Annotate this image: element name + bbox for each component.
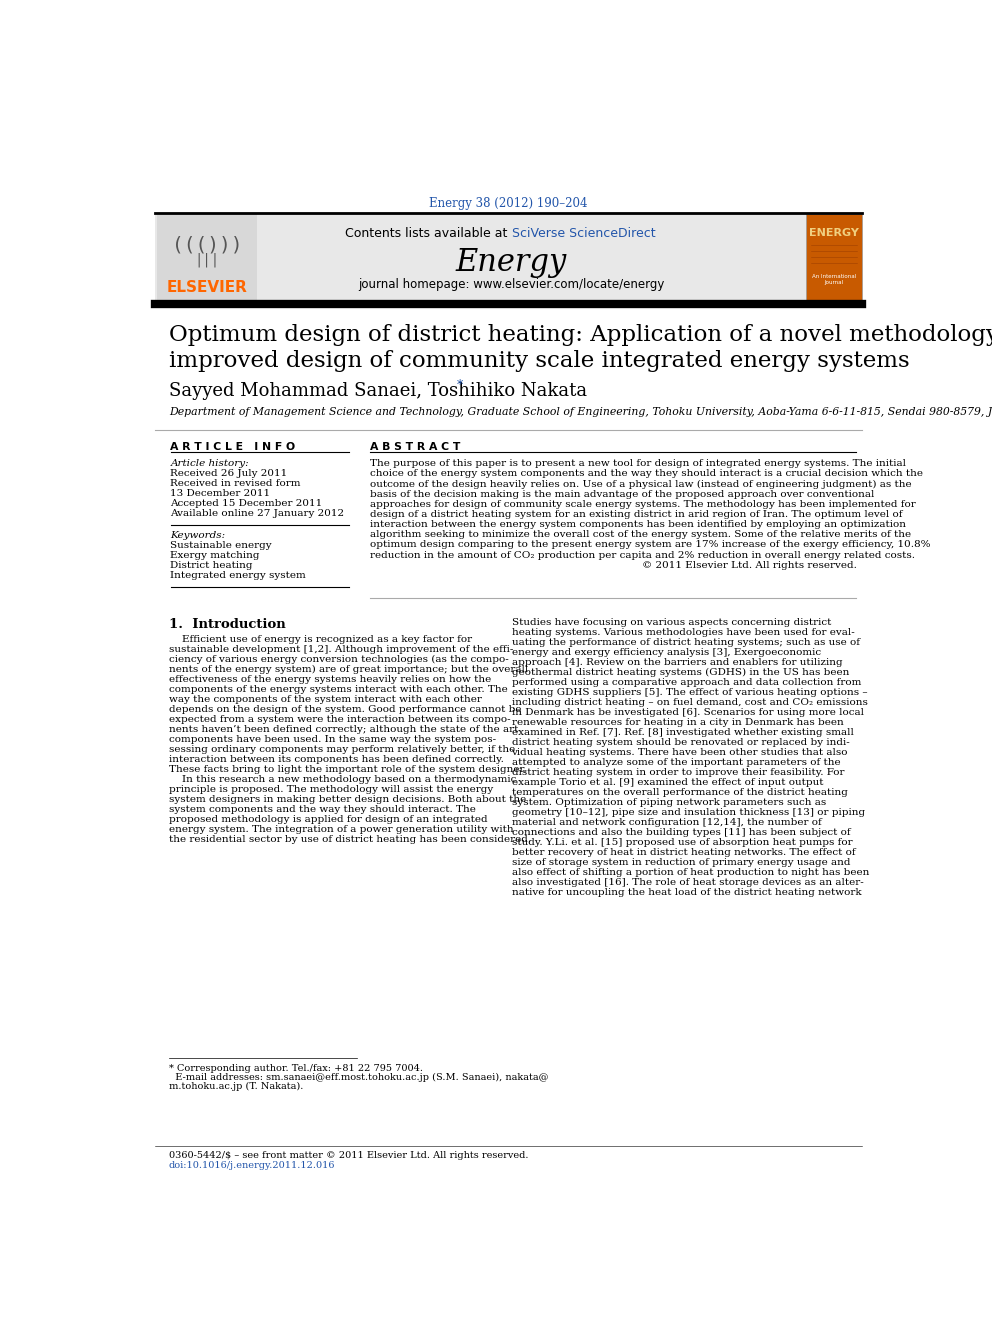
Text: principle is proposed. The methodology will assist the energy: principle is proposed. The methodology w… xyxy=(169,785,493,794)
Text: system. Optimization of piping network parameters such as: system. Optimization of piping network p… xyxy=(512,798,825,807)
Text: sessing ordinary components may perform relatively better, if the: sessing ordinary components may perform … xyxy=(169,745,515,754)
Text: doi:10.1016/j.energy.2011.12.016: doi:10.1016/j.energy.2011.12.016 xyxy=(169,1162,335,1171)
Text: Energy: Energy xyxy=(456,246,567,278)
Text: Exergy matching: Exergy matching xyxy=(171,552,260,561)
Text: An International
Journal: An International Journal xyxy=(811,274,856,284)
Text: system designers in making better design decisions. Both about the: system designers in making better design… xyxy=(169,795,526,804)
Text: attempted to analyze some of the important parameters of the: attempted to analyze some of the importa… xyxy=(512,758,840,767)
Text: Studies have focusing on various aspects concerning district: Studies have focusing on various aspects… xyxy=(512,618,831,627)
Text: journal homepage: www.elsevier.com/locate/energy: journal homepage: www.elsevier.com/locat… xyxy=(358,278,665,291)
Text: components have been used. In the same way the system pos-: components have been used. In the same w… xyxy=(169,734,496,744)
Text: m.tohoku.ac.jp (T. Nakata).: m.tohoku.ac.jp (T. Nakata). xyxy=(169,1082,304,1091)
Text: interaction between the energy system components has been identified by employin: interaction between the energy system co… xyxy=(370,520,907,529)
Text: also effect of shifting a portion of heat production to night has been: also effect of shifting a portion of hea… xyxy=(512,868,869,877)
Text: including district heating – on fuel demand, cost and CO₂ emissions: including district heating – on fuel dem… xyxy=(512,697,867,706)
Text: |||: ||| xyxy=(194,253,219,267)
Text: algorithm seeking to minimize the overall cost of the energy system. Some of the: algorithm seeking to minimize the overal… xyxy=(370,531,912,540)
Text: The purpose of this paper is to present a new tool for design of integrated ener: The purpose of this paper is to present … xyxy=(370,459,907,468)
Text: examined in Ref. [7]. Ref. [8] investigated whether existing small: examined in Ref. [7]. Ref. [8] investiga… xyxy=(512,728,853,737)
Text: ELSEVIER: ELSEVIER xyxy=(167,280,247,295)
Text: temperatures on the overall performance of the district heating: temperatures on the overall performance … xyxy=(512,789,847,796)
Text: outcome of the design heavily relies on. Use of a physical law (instead of engin: outcome of the design heavily relies on.… xyxy=(370,479,912,488)
Text: approaches for design of community scale energy systems. The methodology has bee: approaches for design of community scale… xyxy=(370,500,917,509)
Text: Integrated energy system: Integrated energy system xyxy=(171,572,307,581)
Text: Keywords:: Keywords: xyxy=(171,532,225,540)
Text: components of the energy systems interact with each other. The: components of the energy systems interac… xyxy=(169,685,508,693)
Text: E-mail addresses: sm.sanaei@eff.most.tohoku.ac.jp (S.M. Sanaei), nakata@: E-mail addresses: sm.sanaei@eff.most.toh… xyxy=(169,1073,549,1082)
Text: study. Y.Li. et al. [15] proposed use of absorption heat pumps for: study. Y.Li. et al. [15] proposed use of… xyxy=(512,837,852,847)
Text: nents of the energy system) are of great importance; but the overall: nents of the energy system) are of great… xyxy=(169,664,528,673)
Text: the residential sector by use of district heating has been considered.: the residential sector by use of distric… xyxy=(169,835,531,844)
Bar xyxy=(806,214,862,304)
Text: energy and exergy efficiency analysis [3], Exergoeconomic: energy and exergy efficiency analysis [3… xyxy=(512,648,820,656)
Bar xyxy=(157,214,257,304)
Text: ((())): ((())) xyxy=(172,235,242,255)
Text: Sayyed Mohammad Sanaei, Toshihiko Nakata: Sayyed Mohammad Sanaei, Toshihiko Nakata xyxy=(169,382,587,400)
Text: geothermal district heating systems (GDHS) in the US has been: geothermal district heating systems (GDH… xyxy=(512,668,849,677)
Text: sustainable development [1,2]. Although improvement of the effi-: sustainable development [1,2]. Although … xyxy=(169,644,513,654)
Text: also investigated [16]. The role of heat storage devices as an alter-: also investigated [16]. The role of heat… xyxy=(512,878,863,886)
Text: Received 26 July 2011: Received 26 July 2011 xyxy=(171,470,288,478)
Text: performed using a comparative approach and data collection from: performed using a comparative approach a… xyxy=(512,677,861,687)
Text: SciVerse ScienceDirect: SciVerse ScienceDirect xyxy=(512,226,655,239)
Text: A B S T R A C T: A B S T R A C T xyxy=(370,442,461,452)
Text: Efficient use of energy is recognized as a key factor for: Efficient use of energy is recognized as… xyxy=(169,635,472,643)
Text: vidual heating systems. There have been other studies that also: vidual heating systems. There have been … xyxy=(512,747,848,757)
Text: energy system. The integration of a power generation utility with: energy system. The integration of a powe… xyxy=(169,824,514,833)
Text: Contents lists available at: Contents lists available at xyxy=(345,226,512,239)
Text: design of a district heating system for an existing district in arid region of I: design of a district heating system for … xyxy=(370,509,903,519)
Text: ciency of various energy conversion technologies (as the compo-: ciency of various energy conversion tech… xyxy=(169,655,509,664)
Text: district heating system should be renovated or replaced by indi-: district heating system should be renova… xyxy=(512,738,849,746)
Text: heating systems. Various methodologies have been used for eval-: heating systems. Various methodologies h… xyxy=(512,627,854,636)
Text: basis of the decision making is the main advantage of the proposed approach over: basis of the decision making is the main… xyxy=(370,490,875,499)
Text: example Torio et al. [9] examined the effect of input output: example Torio et al. [9] examined the ef… xyxy=(512,778,823,787)
Text: District heating: District heating xyxy=(171,561,253,570)
Text: existing GDHS suppliers [5]. The effect of various heating options –: existing GDHS suppliers [5]. The effect … xyxy=(512,688,867,697)
Text: system components and the way they should interact. The: system components and the way they shoul… xyxy=(169,804,476,814)
Text: *: * xyxy=(457,378,463,392)
Text: better recovery of heat in district heating networks. The effect of: better recovery of heat in district heat… xyxy=(512,848,855,857)
Text: 0360-5442/$ – see front matter © 2011 Elsevier Ltd. All rights reserved.: 0360-5442/$ – see front matter © 2011 El… xyxy=(169,1151,529,1160)
Text: effectiveness of the energy systems heavily relies on how the: effectiveness of the energy systems heav… xyxy=(169,675,491,684)
Text: depends on the design of the system. Good performance cannot be: depends on the design of the system. Goo… xyxy=(169,705,522,713)
Text: uating the performance of district heating systems; such as use of: uating the performance of district heati… xyxy=(512,638,859,647)
Text: 1.  Introduction: 1. Introduction xyxy=(169,618,286,631)
Text: © 2011 Elsevier Ltd. All rights reserved.: © 2011 Elsevier Ltd. All rights reserved… xyxy=(642,561,856,570)
Text: Sustainable energy: Sustainable energy xyxy=(171,541,272,550)
Text: connections and also the building types [11] has been subject of: connections and also the building types … xyxy=(512,828,850,837)
Text: * Corresponding author. Tel./fax: +81 22 795 7004.: * Corresponding author. Tel./fax: +81 22… xyxy=(169,1064,423,1073)
Text: geometry [10–12], pipe size and insulation thickness [13] or piping: geometry [10–12], pipe size and insulati… xyxy=(512,808,865,816)
Text: way the components of the system interact with each other: way the components of the system interac… xyxy=(169,695,482,704)
Text: reduction in the amount of CO₂ production per capita and 2% reduction in overall: reduction in the amount of CO₂ productio… xyxy=(370,550,916,560)
Text: expected from a system were the interaction between its compo-: expected from a system were the interact… xyxy=(169,714,511,724)
Text: optimum design comparing to the present energy system are 17% increase of the ex: optimum design comparing to the present … xyxy=(370,540,930,549)
Bar xyxy=(155,213,862,304)
Text: Department of Management Science and Technology, Graduate School of Engineering,: Department of Management Science and Tec… xyxy=(169,406,992,417)
Text: ENERGY: ENERGY xyxy=(808,228,859,238)
Text: Optimum design of district heating: Application of a novel methodology for: Optimum design of district heating: Appl… xyxy=(169,324,992,347)
Text: A R T I C L E   I N F O: A R T I C L E I N F O xyxy=(171,442,296,452)
Text: native for uncoupling the heat load of the district heating network: native for uncoupling the heat load of t… xyxy=(512,888,861,897)
Text: improved design of community scale integrated energy systems: improved design of community scale integ… xyxy=(169,349,910,372)
Text: interaction between its components has been defined correctly.: interaction between its components has b… xyxy=(169,754,504,763)
Text: These facts bring to light the important role of the system designer.: These facts bring to light the important… xyxy=(169,765,527,774)
Text: approach [4]. Review on the barriers and enablers for utilizing: approach [4]. Review on the barriers and… xyxy=(512,658,842,667)
Text: size of storage system in reduction of primary energy usage and: size of storage system in reduction of p… xyxy=(512,857,850,867)
Text: renewable resources for heating in a city in Denmark has been: renewable resources for heating in a cit… xyxy=(512,718,843,726)
Text: Energy 38 (2012) 190–204: Energy 38 (2012) 190–204 xyxy=(430,197,587,210)
Text: In this research a new methodology based on a thermodynamic: In this research a new methodology based… xyxy=(169,775,516,783)
Text: in Denmark has be investigated [6]. Scenarios for using more local: in Denmark has be investigated [6]. Scen… xyxy=(512,708,863,717)
Text: material and network configuration [12,14], the number of: material and network configuration [12,1… xyxy=(512,818,821,827)
Text: Received in revised form: Received in revised form xyxy=(171,479,301,488)
Text: nents haven’t been defined correctly; although the state of the art: nents haven’t been defined correctly; al… xyxy=(169,725,519,734)
Text: Available online 27 January 2012: Available online 27 January 2012 xyxy=(171,509,344,519)
Text: Article history:: Article history: xyxy=(171,459,249,468)
Text: choice of the energy system components and the way they should interact is a cru: choice of the energy system components a… xyxy=(370,470,924,478)
Text: district heating system in order to improve their feasibility. For: district heating system in order to impr… xyxy=(512,767,844,777)
Text: Accepted 15 December 2011: Accepted 15 December 2011 xyxy=(171,499,322,508)
Text: proposed methodology is applied for design of an integrated: proposed methodology is applied for desi… xyxy=(169,815,488,824)
Text: 13 December 2011: 13 December 2011 xyxy=(171,490,271,497)
